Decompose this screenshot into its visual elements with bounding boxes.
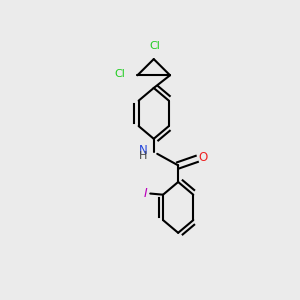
Text: H: H — [138, 151, 147, 161]
Text: Cl: Cl — [149, 41, 160, 51]
Text: I: I — [144, 187, 148, 200]
Text: O: O — [199, 151, 208, 164]
Text: N: N — [139, 144, 148, 157]
Text: Cl: Cl — [115, 69, 125, 79]
